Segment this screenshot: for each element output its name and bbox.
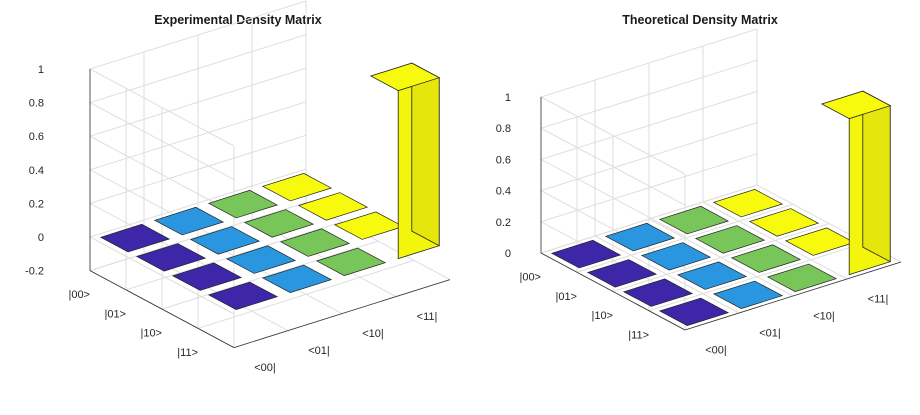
col-label: <10| [362,328,384,340]
z-tick-label: 0.8 [29,98,44,110]
bar-1-1 [189,226,261,255]
row-label: |00> [68,289,90,301]
bar-1-1 [640,242,712,271]
z-tick-label: 0.8 [496,123,511,135]
bar-1-3 [748,208,820,237]
bar-3-1 [261,264,333,293]
bar-2-3 [333,211,405,240]
bar-3-0 [658,297,730,326]
z-tick-label: 0.2 [496,217,511,229]
bar-3-2 [766,263,838,292]
bar-1-2 [243,209,315,238]
bar-1-0 [586,259,658,288]
col-label: <00| [254,362,276,374]
bar-1-0 [135,243,207,272]
bar-3-0 [207,281,279,310]
bar-1-2 [694,225,766,254]
col-label: <11| [417,311,438,323]
row-label: |00> [519,272,541,284]
bar-0-3 [712,189,784,218]
z-tick-label: 0 [505,248,511,260]
experimental-density-chart: Experimental Density Matrix 1 0.8 0.6 0.4 0.… [25,0,451,374]
bar-3-1 [712,280,784,309]
row-label: |11> [177,347,198,359]
bar-3-3 [369,62,441,260]
col-label: <10| [813,311,835,323]
bar-0-2 [207,189,279,219]
z-tick-label: 0.2 [29,198,44,210]
row-label: |10> [591,310,613,322]
col-label: <11| [868,294,889,306]
axes-grid [539,28,902,331]
z-tick-label: 1 [38,64,44,76]
row-label: |10> [140,328,162,340]
col-label: <00| [705,345,727,357]
z-tick-label: 1 [505,92,511,104]
bar-0-2 [658,205,730,235]
bar-2-2 [730,244,802,273]
chart-title: Experimental Density Matrix [154,13,321,27]
bar-0-0 [550,239,622,269]
z-tick-label: -0.2 [25,266,44,278]
z-tick-label: 0.6 [496,154,511,166]
bar-2-1 [676,261,748,290]
bar-3-2 [315,247,387,276]
col-label: <01| [759,328,781,340]
bar-3-3 [820,90,892,276]
bar-2-2 [279,228,351,257]
axes-grid [88,0,451,349]
chart-title: Theoretical Density Matrix [622,13,778,27]
bar-2-1 [225,245,297,274]
z-tick-label: 0.6 [29,131,44,143]
bar-2-0 [171,262,243,291]
theoretical-density-chart: Theoretical Density Matrix 1 0.8 0.6 0.4 0.2… [496,13,902,357]
bar-0-0 [99,223,171,253]
col-label: <01| [308,345,330,357]
row-label: |11> [628,329,649,341]
bar-1-3 [297,192,369,221]
row-label: |01> [104,309,126,321]
bar-0-1 [153,206,225,236]
bar-2-0 [622,278,694,307]
z-tick-label: 0.4 [496,186,511,198]
z-tick-label: 0.4 [29,165,44,177]
bar-0-3 [261,173,333,202]
bar-0-1 [604,222,676,252]
row-label: |01> [555,291,577,303]
z-tick-label: 0 [38,232,44,244]
